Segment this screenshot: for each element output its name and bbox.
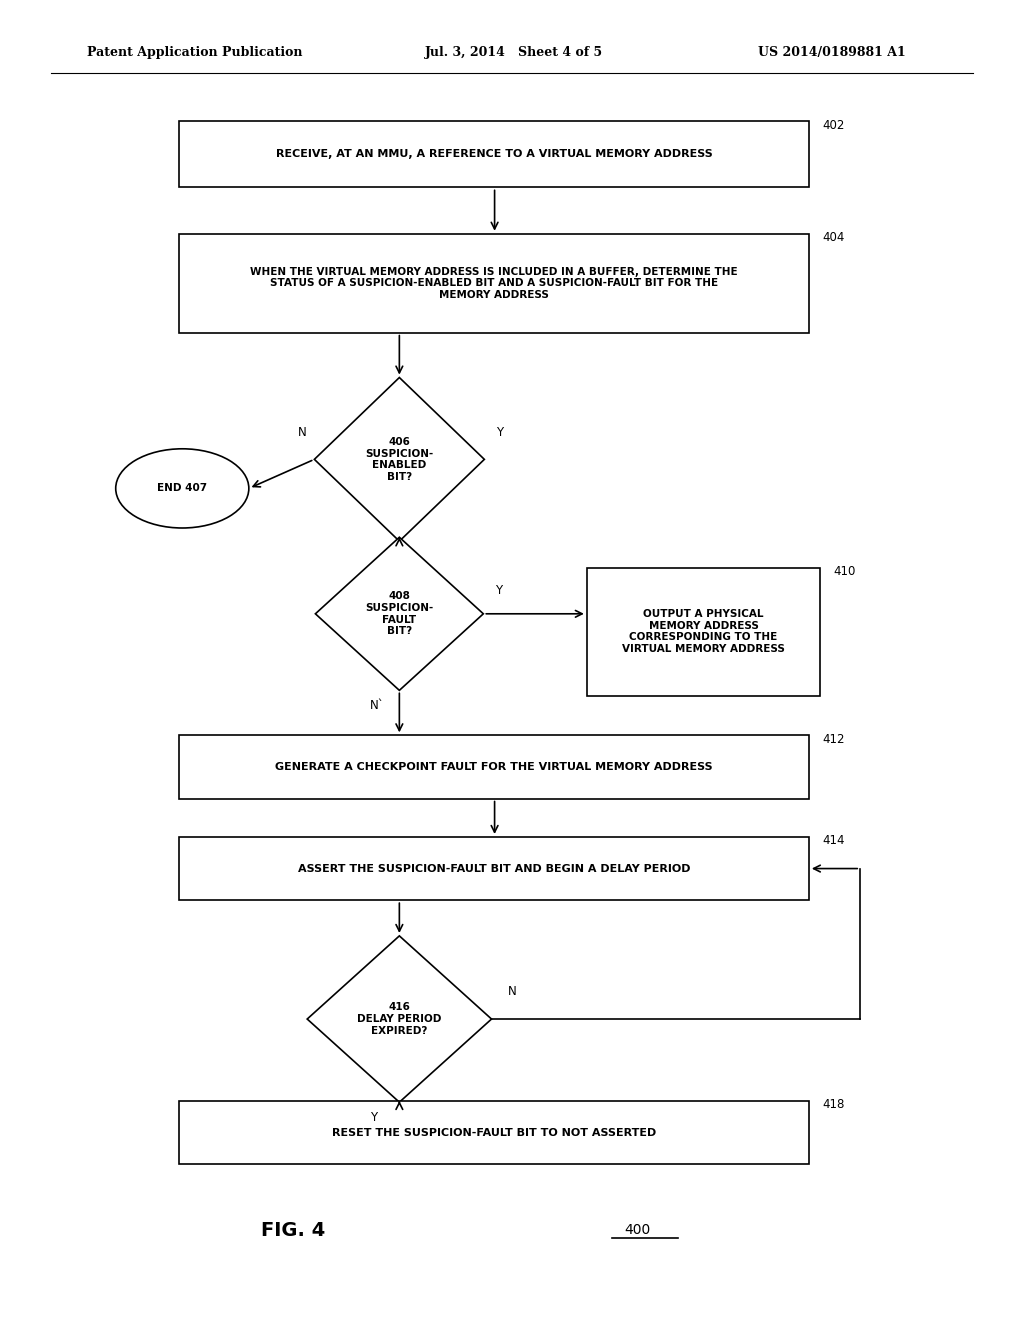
- Text: 414: 414: [822, 834, 845, 847]
- Text: N: N: [508, 985, 516, 998]
- FancyBboxPatch shape: [179, 837, 809, 900]
- Text: N`: N`: [370, 698, 384, 711]
- Text: 400: 400: [625, 1224, 651, 1237]
- Polygon shape: [307, 936, 492, 1102]
- Text: 402: 402: [822, 119, 845, 132]
- Text: END 407: END 407: [158, 483, 207, 494]
- FancyBboxPatch shape: [179, 121, 809, 187]
- Text: N: N: [298, 425, 306, 438]
- Text: 418: 418: [822, 1098, 845, 1111]
- Text: Y: Y: [496, 583, 502, 597]
- Text: 410: 410: [834, 565, 856, 578]
- Text: Y: Y: [371, 1110, 377, 1123]
- Text: 404: 404: [822, 231, 845, 244]
- Polygon shape: [314, 378, 484, 541]
- FancyBboxPatch shape: [587, 568, 820, 696]
- Text: OUTPUT A PHYSICAL
MEMORY ADDRESS
CORRESPONDING TO THE
VIRTUAL MEMORY ADDRESS: OUTPUT A PHYSICAL MEMORY ADDRESS CORRESP…: [622, 610, 785, 653]
- Polygon shape: [315, 537, 483, 690]
- Text: 408
SUSPICION-
FAULT
BIT?: 408 SUSPICION- FAULT BIT?: [366, 591, 433, 636]
- Text: Patent Application Publication: Patent Application Publication: [87, 46, 302, 59]
- FancyBboxPatch shape: [179, 735, 809, 799]
- Text: 406
SUSPICION-
ENABLED
BIT?: 406 SUSPICION- ENABLED BIT?: [366, 437, 433, 482]
- Text: FIG. 4: FIG. 4: [261, 1221, 326, 1239]
- Text: GENERATE A CHECKPOINT FAULT FOR THE VIRTUAL MEMORY ADDRESS: GENERATE A CHECKPOINT FAULT FOR THE VIRT…: [275, 762, 713, 772]
- Text: 416
DELAY PERIOD
EXPIRED?: 416 DELAY PERIOD EXPIRED?: [357, 1002, 441, 1036]
- Text: Y: Y: [497, 425, 503, 438]
- Text: US 2014/0189881 A1: US 2014/0189881 A1: [758, 46, 905, 59]
- FancyBboxPatch shape: [179, 1101, 809, 1164]
- Text: WHEN THE VIRTUAL MEMORY ADDRESS IS INCLUDED IN A BUFFER, DETERMINE THE
STATUS OF: WHEN THE VIRTUAL MEMORY ADDRESS IS INCLU…: [250, 267, 738, 300]
- Text: RESET THE SUSPICION-FAULT BIT TO NOT ASSERTED: RESET THE SUSPICION-FAULT BIT TO NOT ASS…: [332, 1127, 656, 1138]
- Text: ASSERT THE SUSPICION-FAULT BIT AND BEGIN A DELAY PERIOD: ASSERT THE SUSPICION-FAULT BIT AND BEGIN…: [298, 863, 690, 874]
- FancyBboxPatch shape: [179, 234, 809, 333]
- Text: RECEIVE, AT AN MMU, A REFERENCE TO A VIRTUAL MEMORY ADDRESS: RECEIVE, AT AN MMU, A REFERENCE TO A VIR…: [275, 149, 713, 160]
- Text: Jul. 3, 2014   Sheet 4 of 5: Jul. 3, 2014 Sheet 4 of 5: [425, 46, 603, 59]
- Ellipse shape: [116, 449, 249, 528]
- Text: 412: 412: [822, 733, 845, 746]
